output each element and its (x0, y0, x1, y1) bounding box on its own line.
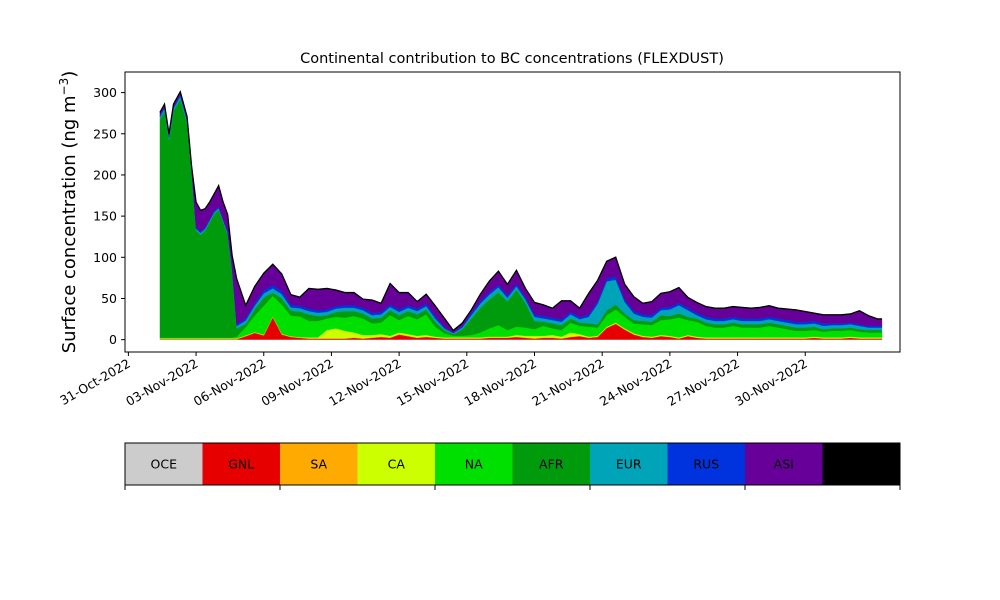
x-tick-label: 18-Nov-2022 (462, 356, 539, 409)
legend-swatch-sa (280, 443, 358, 485)
y-tick-label: 0 (109, 332, 117, 347)
y-axis-label-close: ) (59, 71, 80, 78)
x-tick-label: 12-Nov-2022 (326, 356, 403, 409)
x-tick-label: 27-Nov-2022 (665, 356, 742, 409)
y-tick-label: 50 (101, 291, 117, 306)
legend-label-asi: ASI (774, 457, 794, 472)
x-tick-label: 03-Nov-2022 (123, 356, 200, 409)
legend-label-na: NA (465, 457, 483, 472)
legend-label-oce: OCE (151, 457, 178, 472)
legend-swatch-ca (357, 443, 436, 485)
region-colorbar-legend: OCE GNL SA CA NA AFR EUR RUS ASI AUS (124, 442, 901, 490)
x-tick-label: 09-Nov-2022 (258, 356, 335, 409)
x-tick-label: 30-Nov-2022 (732, 356, 809, 409)
legend-swatch-gnl (202, 443, 281, 485)
legend-label-sa: SA (310, 457, 327, 472)
legend-swatch-asi (745, 443, 823, 485)
colorbar-frame (124, 442, 901, 486)
plot-area (124, 71, 901, 353)
legend-label-afr: AFR (539, 457, 564, 472)
x-tick-label: 06-Nov-2022 (191, 356, 268, 409)
x-tick-label: 24-Nov-2022 (597, 356, 674, 409)
legend-label-gnl: GNL (228, 457, 254, 472)
legend-label-rus: RUS (693, 457, 719, 472)
legend-swatch-eur (590, 443, 668, 485)
legend-swatch-rus (667, 443, 746, 485)
legend-label-eur: EUR (616, 457, 642, 472)
legend-label-ca: CA (388, 457, 406, 472)
x-tick-label: 21-Nov-2022 (529, 356, 606, 409)
y-axis-label-superscript: −3 (57, 78, 71, 96)
x-tick-label: 15-Nov-2022 (394, 356, 471, 409)
legend-swatch-afr (512, 443, 591, 485)
legend-swatch-aus (822, 443, 901, 485)
legend-swatch-na (435, 443, 513, 485)
y-axis-label: Surface concentration (ng m−3) (57, 71, 80, 354)
axes-frame (124, 71, 901, 353)
y-tick-label: 250 (93, 126, 117, 141)
chart-title: Continental contribution to BC concentra… (300, 51, 724, 67)
x-axis: 31-Oct-202203-Nov-202206-Nov-202209-Nov-… (57, 352, 810, 409)
y-tick-label: 200 (93, 167, 117, 182)
y-tick-label: 300 (93, 85, 117, 100)
y-tick-label: 100 (93, 250, 117, 265)
total-outline (159, 90, 882, 332)
legend-swatch-oce (125, 443, 203, 485)
y-axis-label-main: Surface concentration (ng m (59, 95, 80, 353)
y-tick-label: 150 (93, 209, 117, 224)
stacked-areas (159, 91, 883, 340)
legend-label-aus: AUS (848, 457, 874, 472)
x-tick-label: 31-Oct-2022 (57, 356, 133, 408)
y-axis: 0 50 100 150 200 250 300 (93, 85, 125, 347)
